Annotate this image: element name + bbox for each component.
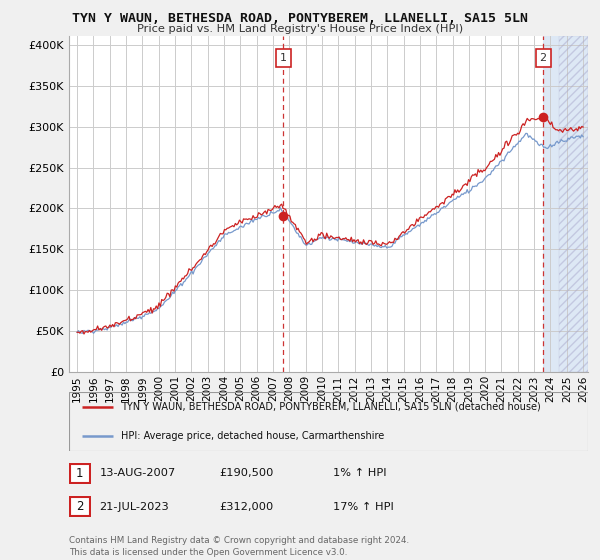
Text: 2: 2 [539,53,547,63]
Text: HPI: Average price, detached house, Carmarthenshire: HPI: Average price, detached house, Carm… [121,431,384,441]
Text: £312,000: £312,000 [219,502,273,512]
Text: 13-AUG-2007: 13-AUG-2007 [100,468,176,478]
Text: 17% ↑ HPI: 17% ↑ HPI [333,502,394,512]
Text: 21-JUL-2023: 21-JUL-2023 [100,502,169,512]
FancyBboxPatch shape [70,497,89,516]
Text: Price paid vs. HM Land Registry's House Price Index (HPI): Price paid vs. HM Land Registry's House … [137,24,463,34]
Text: 1: 1 [280,53,287,63]
Text: £190,500: £190,500 [219,468,274,478]
Text: 1% ↑ HPI: 1% ↑ HPI [333,468,386,478]
FancyBboxPatch shape [70,464,89,483]
Bar [543,36,588,372]
Bar [559,36,588,372]
Text: TYN Y WAUN, BETHESDA ROAD, PONTYBEREM, LLANELLI, SA15 5LN: TYN Y WAUN, BETHESDA ROAD, PONTYBEREM, L… [72,12,528,25]
Text: TYN Y WAUN, BETHESDA ROAD, PONTYBEREM, LLANELLI, SA15 5LN (detached house): TYN Y WAUN, BETHESDA ROAD, PONTYBEREM, L… [121,402,541,412]
Text: Contains HM Land Registry data © Crown copyright and database right 2024.
This d: Contains HM Land Registry data © Crown c… [69,536,409,557]
Text: 2: 2 [76,500,83,514]
Text: 1: 1 [76,466,83,480]
